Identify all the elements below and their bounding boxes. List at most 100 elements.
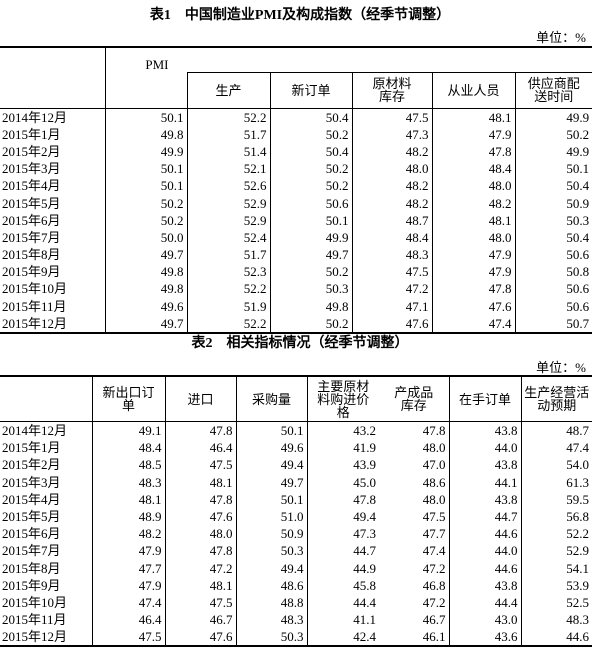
row-month: 2015年7月 (2, 229, 61, 245)
cell-value: 50.3 (235, 542, 307, 560)
table-row: 2015年9月 47.9 48.1 48.6 45.8 46.8 43.8 53.9 (0, 576, 592, 594)
cell-value: 51.0 (235, 507, 307, 526)
row-month: 2015年7月 (2, 543, 61, 559)
table-row: 2015年12月 47.5 47.6 50.3 42.4 46.1 43.6 44.6 (0, 628, 592, 647)
cell-value: 48.7 (351, 211, 432, 229)
cell-value: 48.2 (431, 194, 515, 212)
cell-value: 44.0 (448, 542, 521, 560)
cell-value: 43.8 (448, 421, 521, 440)
cell-value: 49.8 (104, 280, 187, 298)
related-indicators-table: 新出口订单 进口 采购量 主要原材料购进价格 产成品库存 在手订单 生产经营活动… (0, 375, 592, 648)
cell-value: 44.6 (520, 628, 592, 647)
cell-value: 50.3 (269, 280, 352, 298)
cell-value: 50.4 (514, 228, 593, 246)
cell-value: 50.3 (514, 211, 593, 229)
cell-value: 47.9 (91, 542, 165, 560)
cell-value: 48.1 (91, 490, 165, 508)
table-row: 2015年10月 47.4 47.5 48.8 44.4 47.2 44.4 52.5 (0, 593, 592, 612)
cell-value: 54.1 (520, 559, 592, 577)
cell-value: 50.0 (104, 228, 187, 246)
col-header: PMI (104, 47, 187, 109)
cell-value: 50.2 (514, 125, 593, 143)
cell-value: 48.4 (91, 439, 165, 457)
cell-value: 49.9 (514, 108, 593, 126)
cell-value: 47.4 (422, 543, 446, 559)
cell-value: 52.9 (520, 542, 592, 560)
cell-value: 50.1 (104, 108, 187, 126)
cell-value: 46.1 (422, 629, 446, 645)
cell-value: 48.2 (351, 194, 432, 212)
table-row: 2015年6月 50.2 52.9 50.1 48.7 48.1 50.3 (0, 211, 593, 229)
cell-value: 51.7 (186, 246, 270, 264)
table-row: 2015年5月 48.9 47.6 51.0 49.4 47.5 44.7 56.8 (0, 507, 592, 526)
row-month: 2015年2月 (2, 457, 61, 473)
cell-value: 48.7 (520, 421, 592, 440)
cell-value: 47.6 (431, 297, 515, 315)
table-row: 2015年4月 50.1 52.6 50.2 48.2 48.0 50.4 (0, 177, 593, 195)
cell-value: 47.9 (431, 125, 515, 143)
cell-value: 43.2 (306, 421, 379, 440)
row-month: 2015年5月 (2, 195, 61, 211)
row-month: 2015年8月 (2, 560, 61, 576)
table1-title: 表1 中国制造业PMI及构成指数（经季节调整） (149, 8, 451, 23)
table-row: 2014年12月 49.1 47.8 50.1 43.2 47.8 43.8 48.7 (0, 421, 592, 440)
cell-value: 47.2 (351, 280, 432, 298)
cell-value: 49.6 (104, 297, 187, 315)
cell-value: 50.6 (514, 297, 593, 315)
cell-value: 54.0 (520, 456, 592, 474)
cell-value: 44.6 (448, 525, 521, 543)
cell-value: 47.7 (91, 559, 165, 577)
cell-value: 52.5 (520, 593, 592, 612)
row-month: 2015年10月 (2, 594, 68, 610)
col-header: 从业人员 (431, 72, 515, 109)
cell-value: 44.0 (448, 439, 521, 457)
table-row: 2015年1月 49.8 51.7 50.2 47.3 47.9 50.2 (0, 125, 593, 143)
cell-value: 59.5 (520, 490, 592, 508)
row-month: 2015年9月 (2, 577, 61, 593)
cell-value: 47.2 (422, 560, 446, 576)
cell-value: 47.1 (351, 297, 432, 315)
cell-value: 50.9 (514, 194, 593, 212)
row-month: 2015年5月 (2, 509, 61, 525)
cell-value: 46.4 (91, 611, 165, 629)
cell-value: 50.4 (514, 177, 593, 195)
table-row: 2015年9月 49.8 52.3 50.2 47.5 47.9 50.8 (0, 263, 593, 281)
row-month: 2014年12月 (2, 109, 68, 125)
col-header: 新出口订单 (91, 376, 165, 422)
cell-value: 47.9 (431, 246, 515, 264)
cell-value: 50.1 (235, 490, 307, 508)
cell-value: 49.9 (514, 142, 593, 161)
cell-value: 49.7 (104, 314, 187, 333)
cell-value: 46.4 (164, 439, 236, 457)
cell-value: 47.9 (91, 576, 165, 594)
row-month: 2015年8月 (2, 247, 61, 263)
cell-value: 48.0 (351, 160, 432, 178)
cell-value: 52.1 (186, 160, 270, 178)
col-header: 原材料库存 (351, 72, 432, 109)
table-row: 2015年10月 49.8 52.2 50.3 47.2 47.8 50.6 (0, 280, 593, 298)
cell-value: 44.4 (448, 593, 521, 612)
table-row: 2015年8月 49.7 51.7 49.7 48.3 47.9 50.6 (0, 246, 593, 264)
table-row: 2015年1月 48.4 46.4 49.6 41.9 48.0 44.0 47.4 (0, 439, 592, 457)
cell-value: 49.8 (104, 263, 187, 281)
cell-value: 48.4 (351, 228, 432, 246)
table2-title: 表2 相关指标情况（经季节调整） (191, 336, 409, 351)
cell-value: 43.8 (448, 490, 521, 508)
row-month: 2015年9月 (2, 264, 61, 280)
cell-value: 50.2 (104, 194, 187, 212)
cell-value: 48.0 (422, 491, 446, 507)
cell-value: 47.8 (431, 280, 515, 298)
table-row: 2015年6月 48.2 48.0 50.9 47.3 47.7 44.6 52.2 (0, 525, 592, 543)
cell-value: 48.5 (91, 456, 165, 474)
cell-value: 50.4 (269, 142, 352, 161)
row-month: 2015年12月 (2, 629, 68, 645)
cell-value: 48.9 (91, 507, 165, 526)
cell-value: 44.4 (306, 593, 379, 612)
cell-value: 47.4 (431, 314, 515, 333)
table-row: 2014年12月 50.1 52.2 50.4 47.5 48.1 49.9 (0, 108, 593, 126)
cell-value: 43.8 (448, 576, 521, 594)
cell-value: 48.6 (422, 474, 446, 490)
row-month: 2014年12月 (2, 423, 68, 439)
cell-value: 47.2 (422, 594, 446, 610)
col-header: 新订单 (269, 72, 352, 109)
